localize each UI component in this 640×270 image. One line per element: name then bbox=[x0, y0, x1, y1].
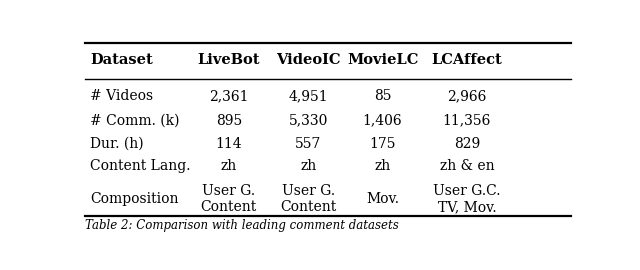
Text: zh: zh bbox=[221, 160, 237, 174]
Text: zh: zh bbox=[374, 160, 390, 174]
Text: 4,951: 4,951 bbox=[289, 89, 328, 103]
Text: 85: 85 bbox=[374, 89, 391, 103]
Text: Dataset: Dataset bbox=[90, 53, 153, 68]
Text: MovieLC: MovieLC bbox=[347, 53, 419, 68]
Text: 557: 557 bbox=[295, 137, 321, 151]
Text: # Videos: # Videos bbox=[90, 89, 153, 103]
Text: 5,330: 5,330 bbox=[289, 114, 328, 128]
Text: Composition: Composition bbox=[90, 192, 179, 206]
Text: 829: 829 bbox=[454, 137, 480, 151]
Text: # Comm. (k): # Comm. (k) bbox=[90, 114, 179, 128]
Text: User G.C.
TV, Mov.: User G.C. TV, Mov. bbox=[433, 184, 500, 214]
Text: LiveBot: LiveBot bbox=[198, 53, 260, 68]
Text: LCAffect: LCAffect bbox=[431, 53, 502, 68]
Text: Table 2: Comparison with leading comment datasets: Table 2: Comparison with leading comment… bbox=[85, 219, 399, 232]
Text: 895: 895 bbox=[216, 114, 242, 128]
Text: 2,966: 2,966 bbox=[447, 89, 486, 103]
Text: 11,356: 11,356 bbox=[443, 114, 491, 128]
Text: VideoIC: VideoIC bbox=[276, 53, 340, 68]
Text: zh: zh bbox=[300, 160, 316, 174]
Text: User G.
Content: User G. Content bbox=[280, 184, 336, 214]
Text: 175: 175 bbox=[369, 137, 396, 151]
Text: Mov.: Mov. bbox=[366, 192, 399, 206]
Text: 114: 114 bbox=[216, 137, 242, 151]
Text: 2,361: 2,361 bbox=[209, 89, 248, 103]
Text: zh & en: zh & en bbox=[440, 160, 494, 174]
Text: 1,406: 1,406 bbox=[363, 114, 403, 128]
Text: Dur. (h): Dur. (h) bbox=[90, 137, 143, 151]
Text: User G.
Content: User G. Content bbox=[201, 184, 257, 214]
Text: Content Lang.: Content Lang. bbox=[90, 160, 191, 174]
